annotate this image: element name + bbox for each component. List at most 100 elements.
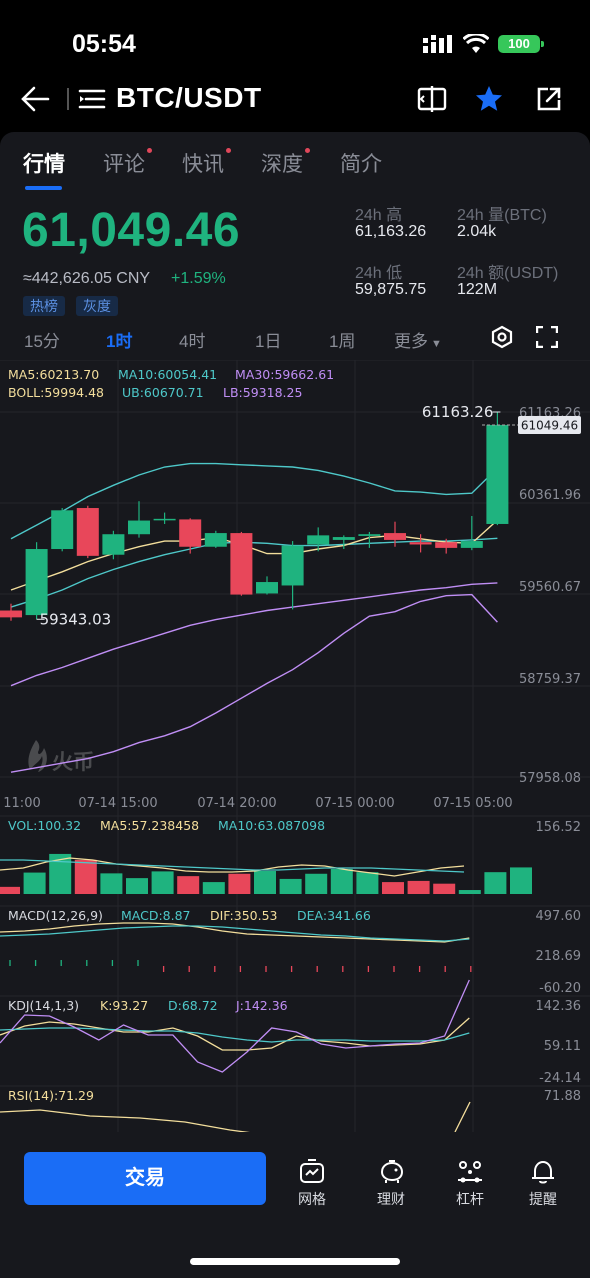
lb-legend: LB:59318.25 bbox=[223, 385, 303, 400]
tab-depth[interactable]: 深度 bbox=[261, 153, 303, 176]
huobi-watermark: 火币 bbox=[28, 740, 94, 774]
nav-divider bbox=[67, 88, 69, 110]
candle-body bbox=[204, 533, 227, 547]
boll-upper-line bbox=[10, 462, 498, 540]
active-tab-underline bbox=[25, 186, 62, 190]
timeframe-1w[interactable]: 1周 bbox=[329, 332, 356, 351]
sub-axis-label: 218.69 bbox=[536, 949, 582, 964]
low-marker-text: 59343.03 bbox=[40, 610, 112, 628]
candle-body bbox=[153, 518, 176, 521]
current-price-tag bbox=[518, 415, 581, 434]
candle-body bbox=[332, 537, 355, 540]
price-cny: ≈442,626.05 CNY bbox=[23, 270, 151, 287]
grid-bot-button[interactable]: 网格 bbox=[282, 1158, 342, 1209]
candle-body bbox=[307, 535, 330, 545]
amount-label: 24h 额(USDT) bbox=[457, 265, 559, 282]
dif-legend: DIF:350.53 bbox=[210, 908, 278, 923]
price-change: +1.59% bbox=[171, 270, 226, 287]
candle-body bbox=[256, 582, 278, 594]
k-legend: K:93.27 bbox=[100, 998, 149, 1013]
time-axis-label: 07-14 15:00 bbox=[78, 796, 157, 811]
kdj-d-line bbox=[0, 1027, 470, 1043]
badge-grayscale[interactable]: 灰度 bbox=[76, 296, 118, 316]
sub-axis-label: -24.14 bbox=[539, 1071, 581, 1086]
wealth-button[interactable]: 理财 bbox=[361, 1158, 421, 1209]
high-label: 24h 高 bbox=[355, 207, 403, 224]
ma5-line bbox=[10, 519, 498, 591]
ma30-line bbox=[10, 582, 498, 687]
volume-bar bbox=[202, 882, 225, 894]
leverage-button[interactable]: 杠杆 bbox=[440, 1158, 500, 1209]
alert-button[interactable]: 提醒 bbox=[513, 1158, 573, 1209]
tab-market[interactable]: 行情 bbox=[23, 153, 65, 176]
d-legend: D:68.72 bbox=[168, 998, 218, 1013]
current-price-text: 61049.46 bbox=[521, 418, 578, 432]
volume-bar bbox=[279, 878, 302, 894]
volume-bar bbox=[74, 859, 97, 894]
status-time: 05:54 bbox=[72, 30, 136, 58]
sub-axis-label: -60.20 bbox=[539, 981, 581, 996]
flame-logo-icon bbox=[28, 740, 47, 772]
volume-ma5-line bbox=[0, 857, 465, 877]
timeframe-1h[interactable]: 1时 bbox=[106, 332, 133, 351]
kdj-j-line bbox=[0, 979, 470, 1073]
macd-value-legend: MACD:8.87 bbox=[121, 908, 191, 923]
wifi-icon bbox=[462, 32, 490, 59]
fullscreen-icon[interactable] bbox=[535, 325, 559, 353]
badge-hot[interactable]: 热榜 bbox=[23, 296, 65, 316]
tab-comments[interactable]: 评论 bbox=[103, 153, 145, 176]
kline-chart[interactable]: 火币 61163.26 60361.96 59560.67 58759.37 57958… bbox=[0, 360, 590, 1132]
volume-bar bbox=[484, 872, 507, 894]
high-marker-text: 61163.26 bbox=[422, 403, 494, 421]
compare-icon[interactable] bbox=[417, 86, 447, 117]
battery-icon: 100 bbox=[498, 35, 544, 53]
kdj-k-line bbox=[0, 1017, 470, 1051]
low-label: 24h 低 bbox=[355, 265, 403, 282]
pair-list-icon[interactable] bbox=[78, 88, 106, 115]
volume-value: 2.04k bbox=[457, 223, 497, 240]
back-icon[interactable] bbox=[20, 85, 50, 118]
ub-legend: UB:60670.71 bbox=[122, 385, 204, 400]
time-axis-label: 11:00 bbox=[3, 796, 40, 811]
candle-body bbox=[179, 519, 202, 547]
volume-bar bbox=[23, 872, 46, 894]
chart-grid bbox=[0, 360, 590, 1132]
grid-bot-label: 网格 bbox=[298, 1191, 326, 1207]
last-price: 61,049.46 bbox=[22, 204, 241, 257]
volume-bar bbox=[510, 867, 532, 894]
tab-news[interactable]: 快讯 bbox=[182, 153, 224, 176]
candle-body bbox=[230, 533, 253, 595]
pair-title[interactable]: BTC/USDT bbox=[116, 82, 262, 113]
chevron-down-icon: ▼ bbox=[431, 338, 442, 350]
home-indicator bbox=[190, 1258, 400, 1265]
volume-bar bbox=[228, 873, 251, 894]
tab-depth-dot bbox=[305, 148, 310, 153]
sub-axis-label: 156.52 bbox=[536, 820, 582, 835]
volume-bar bbox=[100, 873, 123, 894]
favorite-star-icon[interactable] bbox=[474, 84, 504, 119]
volume-bar bbox=[49, 853, 72, 894]
timeframe-15m[interactable]: 15分 bbox=[24, 332, 60, 351]
tab-intro[interactable]: 简介 bbox=[340, 153, 382, 176]
indicator-settings-icon[interactable] bbox=[490, 325, 514, 354]
candle-body bbox=[25, 549, 48, 616]
leverage-label: 杠杆 bbox=[456, 1191, 484, 1207]
grid-bot-icon bbox=[300, 1159, 324, 1183]
rsi-line bbox=[0, 1109, 250, 1132]
wealth-label: 理财 bbox=[377, 1191, 405, 1207]
timeframe-more[interactable]: 更多 ▼ bbox=[394, 327, 442, 352]
timeframe-4h[interactable]: 4时 bbox=[179, 332, 206, 351]
volume-bar bbox=[382, 882, 404, 894]
volume-label: 24h 量(BTC) bbox=[457, 207, 547, 224]
candle-body bbox=[102, 534, 125, 555]
vol-ma10-legend: MA10:63.087098 bbox=[218, 818, 326, 833]
candle-body bbox=[281, 545, 304, 586]
volume-bar bbox=[458, 890, 481, 894]
volume-bar bbox=[0, 886, 20, 894]
trade-button[interactable]: 交易 bbox=[24, 1152, 266, 1205]
candle-body bbox=[128, 520, 150, 535]
volume-bar bbox=[126, 878, 148, 894]
volume-bar bbox=[330, 869, 353, 894]
share-icon[interactable] bbox=[535, 85, 563, 118]
timeframe-1d[interactable]: 1日 bbox=[255, 332, 282, 351]
